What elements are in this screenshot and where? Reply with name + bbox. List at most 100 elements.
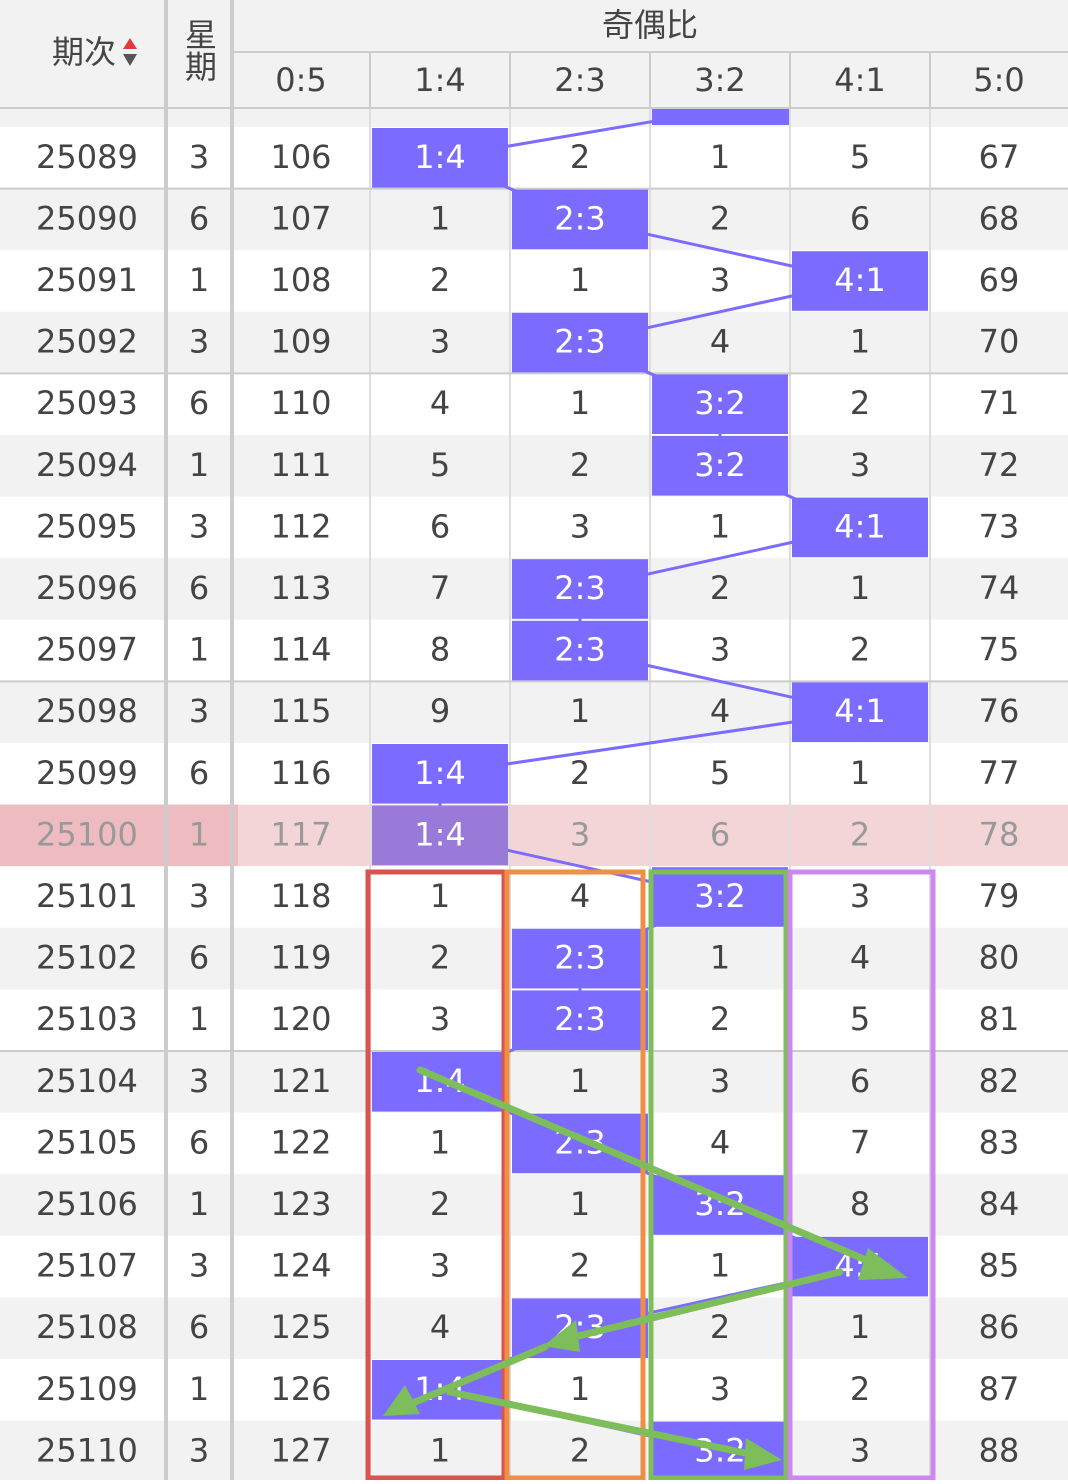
- cell-value: 1: [570, 1062, 590, 1100]
- row-bg: [0, 127, 1068, 189]
- ratio-header: 2:3: [554, 61, 606, 99]
- cell-value: 1: [850, 569, 870, 607]
- cell-value: 2: [570, 1431, 590, 1469]
- cell-value: 2: [710, 1308, 730, 1346]
- cell-value: 3: [570, 507, 590, 545]
- period: 25107: [36, 1247, 138, 1285]
- cell-value: 123: [270, 1185, 331, 1223]
- period: 25105: [36, 1123, 138, 1161]
- cell-value: 4: [850, 939, 870, 977]
- period: 25101: [36, 877, 138, 915]
- cell-value: 6: [850, 199, 870, 237]
- cell-value: 84: [979, 1185, 1020, 1223]
- cell-value: 72: [979, 446, 1020, 484]
- cell-value: 3: [189, 1062, 209, 1100]
- cell-value: 6: [189, 569, 209, 607]
- cell-value: 116: [270, 754, 331, 792]
- hit-cell: [372, 805, 508, 866]
- cell-value: 2: [570, 1247, 590, 1285]
- cell-value: 3:2: [694, 384, 746, 422]
- cell-value: 75: [979, 631, 1020, 669]
- period-header[interactable]: 期次: [52, 33, 116, 71]
- ratio-header: 4:1: [834, 61, 886, 99]
- period: 25103: [36, 1000, 138, 1038]
- period: 25109: [36, 1370, 138, 1408]
- cell-value: 1: [430, 1431, 450, 1469]
- cell-value: 71: [979, 384, 1020, 422]
- cell-value: 4: [710, 692, 730, 730]
- cell-value: 3: [570, 815, 590, 853]
- ratio-header: 5:0: [973, 61, 1025, 99]
- row-bg: [0, 1051, 1068, 1113]
- cell-value: 2: [850, 815, 870, 853]
- cell-value: 1: [570, 1370, 590, 1408]
- cell-value: 79: [979, 877, 1020, 915]
- cell-value: 78: [979, 815, 1020, 853]
- cell-value: 1: [710, 939, 730, 977]
- cell-value: 1: [570, 692, 590, 730]
- cell-value: 124: [270, 1247, 331, 1285]
- hit-cell: [792, 497, 928, 558]
- cell-value: 3: [710, 261, 730, 299]
- cell-value: 2: [430, 939, 450, 977]
- cell-value: 1: [570, 1185, 590, 1223]
- cell-value: 1: [430, 1123, 450, 1161]
- cell-value: 83: [979, 1123, 1020, 1161]
- cell-value: 3: [189, 323, 209, 361]
- cell-value: 3: [189, 877, 209, 915]
- cell-value: 81: [979, 1000, 1020, 1038]
- cell-value: 1: [570, 261, 590, 299]
- period: 25100: [36, 815, 138, 853]
- cell-value: 2: [570, 446, 590, 484]
- cell-value: 2: [570, 754, 590, 792]
- cell-value: 122: [270, 1123, 331, 1161]
- cell-value: 2:3: [554, 323, 606, 361]
- cell-value: 121: [270, 1062, 331, 1100]
- cell-value: 126: [270, 1370, 331, 1408]
- cell-value: 3: [850, 877, 870, 915]
- cell-value: 3: [710, 1062, 730, 1100]
- cell-value: 2:3: [554, 939, 606, 977]
- cell-value: 6: [189, 1123, 209, 1161]
- hit-cell: [512, 189, 648, 250]
- cell-value: 3: [430, 1000, 450, 1038]
- row-bg: [0, 435, 1068, 497]
- row-bg: [0, 743, 1068, 805]
- cell-value: 1: [430, 199, 450, 237]
- ratio-header: 3:2: [694, 61, 746, 99]
- cell-value: 3: [850, 1431, 870, 1469]
- cell-value: 120: [270, 1000, 331, 1038]
- cell-value: 3: [189, 692, 209, 730]
- hit-cell: [652, 374, 788, 434]
- cell-value: 2: [710, 569, 730, 607]
- cell-value: 108: [270, 261, 331, 299]
- hit-cell: [792, 1236, 928, 1297]
- cell-value: 2: [710, 1000, 730, 1038]
- cell-value: 67: [979, 138, 1020, 176]
- cell-value: 8: [850, 1185, 870, 1223]
- row-bg: [0, 1420, 1068, 1483]
- cell-value: 1: [189, 815, 209, 853]
- cell-value: 3: [430, 1247, 450, 1285]
- cell-value: 113: [270, 569, 331, 607]
- cell-value: 1: [710, 1247, 730, 1285]
- hit-cell: [372, 744, 508, 804]
- period: 25110: [36, 1431, 138, 1469]
- cell-value: 6: [850, 1062, 870, 1100]
- cell-value: 3: [189, 138, 209, 176]
- cell-value: 4: [570, 877, 590, 915]
- cell-value: 73: [979, 507, 1020, 545]
- cell-value: 115: [270, 692, 331, 730]
- ratio-header: 1:4: [414, 61, 466, 99]
- trend-line: [439, 710, 861, 776]
- row-bg: [0, 1174, 1068, 1236]
- cell-value: 4:1: [834, 692, 886, 730]
- group-header: 奇偶比: [602, 6, 698, 44]
- cell-value: 4:1: [834, 507, 886, 545]
- cell-value: 127: [270, 1431, 331, 1469]
- row-bg: [0, 804, 238, 867]
- hit-cell: [512, 990, 648, 1050]
- period: 25097: [36, 631, 138, 669]
